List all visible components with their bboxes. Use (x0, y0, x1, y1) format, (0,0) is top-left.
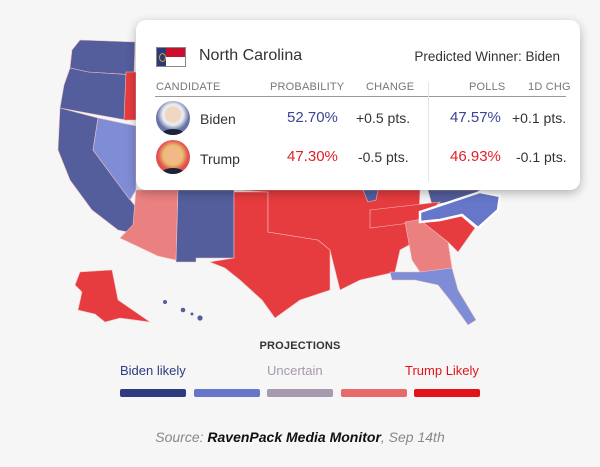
polls-value: 46.93% (450, 148, 501, 165)
legend-swatch-trump-lean (341, 389, 407, 397)
col-1d-chg: 1D CHG (528, 81, 571, 93)
legend-swatch-trump-likely (414, 389, 480, 397)
col-polls: POLLS (469, 81, 506, 93)
us-election-map (57, 39, 502, 326)
state-alaska[interactable] (74, 269, 151, 323)
state-washington[interactable] (69, 39, 136, 76)
polls-value: 47.57% (450, 109, 501, 126)
change-value: +0.5 pts. (356, 110, 411, 126)
state-name: North Carolina (199, 47, 303, 64)
legend-swatch-biden-likely (120, 389, 186, 397)
state-nevada[interactable] (92, 117, 137, 201)
probability-value: 52.70% (287, 109, 338, 126)
probability-value: 47.30% (287, 148, 338, 165)
candidate-name: Trump (200, 151, 240, 167)
source-date: , Sep 14th (380, 429, 445, 445)
candidate-name: Biden (200, 111, 236, 127)
legend-label-biden: Biden likely (120, 363, 186, 378)
source-name: RavenPack Media Monitor (207, 429, 381, 445)
tooltip-header: North Carolina Predicted Winner: Biden (156, 47, 560, 71)
trump-avatar (156, 140, 190, 174)
state-florida[interactable] (389, 267, 477, 326)
state-hawaii[interactable] (163, 300, 203, 321)
1d-chg-value: -0.1 pts. (516, 149, 567, 165)
1d-chg-value: +0.1 pts. (512, 110, 567, 126)
biden-avatar (156, 101, 190, 135)
state-tooltip-card: North Carolina Predicted Winner: Biden C… (136, 20, 580, 190)
change-value: -0.5 pts. (358, 149, 409, 165)
predicted-winner: Predicted Winner: Biden (414, 49, 560, 64)
col-candidate: CANDIDATE (156, 81, 221, 93)
column-separator (428, 82, 429, 182)
legend-label-trump: Trump Likely (405, 363, 479, 378)
col-change: CHANGE (366, 81, 415, 93)
source-prefix: Source: (155, 429, 208, 445)
north-carolina-flag-icon (156, 47, 186, 67)
legend-swatch-biden-lean (194, 389, 260, 397)
col-probability: PROBABILITY (270, 81, 345, 93)
header-divider (155, 96, 566, 97)
state-north-carolina[interactable] (418, 190, 502, 230)
state-new-mexico[interactable] (175, 189, 235, 263)
legend-label-uncertain: Uncertain (267, 363, 323, 378)
state-illinois[interactable] (362, 189, 379, 203)
state-idaho[interactable] (123, 71, 137, 121)
legend-swatch-uncertain (267, 389, 333, 397)
source-caption: Source: RavenPack Media Monitor, Sep 14t… (0, 429, 600, 445)
legend-title: PROJECTIONS (259, 340, 341, 352)
